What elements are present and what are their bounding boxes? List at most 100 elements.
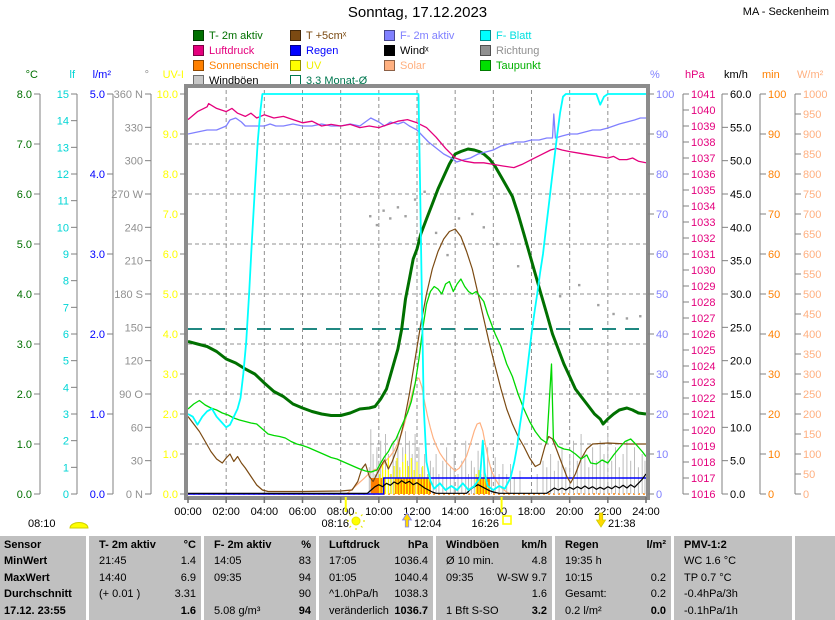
- svg-text:1.0: 1.0: [90, 409, 105, 421]
- table-col-windb-en: Windböen km/h Ø 10 min. 4.8 09:35 W-SW 9.7 1.6…: [436, 536, 552, 620]
- series-richtung: [558, 295, 562, 298]
- svg-text:550: 550: [803, 269, 821, 281]
- series-richtung: [404, 215, 407, 218]
- svg-text:6.0: 6.0: [17, 189, 32, 201]
- legend-item: Taupunkt: [480, 58, 595, 73]
- table-row: 90: [298, 588, 311, 601]
- moonset-time: 21:38: [608, 518, 636, 530]
- svg-text:1030: 1030: [691, 265, 715, 277]
- table-row: WC 1.6 °C: [684, 555, 737, 568]
- svg-text:60: 60: [656, 249, 668, 261]
- series-richtung: [389, 217, 392, 220]
- table-row: Sensor: [4, 539, 42, 551]
- legend-swatch: [193, 45, 204, 56]
- series-richtung: [495, 242, 499, 246]
- svg-text:10:00: 10:00: [365, 506, 393, 518]
- svg-text:00:00: 00:00: [174, 506, 202, 518]
- table-row: Windböen km/h: [446, 539, 547, 551]
- svg-text:40: 40: [656, 329, 668, 341]
- table-col-sensor: Sensor MinWert MaxWert Durchschnitt 17.12. 2…: [0, 536, 86, 620]
- svg-text:0.0: 0.0: [90, 489, 105, 501]
- table-row: (+ 0.01 ) 3.31: [99, 588, 196, 601]
- svg-text:270 W: 270 W: [111, 189, 143, 201]
- moonset-icon: [595, 512, 607, 528]
- svg-text:1037: 1037: [691, 153, 715, 165]
- legend-swatch: [384, 30, 395, 41]
- svg-text:1016: 1016: [691, 489, 715, 501]
- series-richtung: [413, 198, 417, 201]
- svg-text:450: 450: [803, 309, 821, 321]
- svg-text:750: 750: [803, 189, 821, 201]
- svg-text:7.0: 7.0: [17, 139, 32, 151]
- legend-swatch: [290, 60, 301, 71]
- series-taupunkt: [188, 278, 646, 473]
- table-row: 01:05 1040.4: [329, 571, 428, 584]
- svg-text:20.0: 20.0: [730, 356, 751, 368]
- table-row: 14:40 6.9: [99, 571, 196, 584]
- svg-text:7.0: 7.0: [163, 209, 178, 221]
- svg-text:50: 50: [803, 469, 815, 481]
- series-richtung: [516, 265, 520, 268]
- svg-text:45.0: 45.0: [730, 189, 751, 201]
- series-richtung: [375, 223, 379, 227]
- legend-label: Windˣ: [400, 44, 429, 57]
- svg-text:300: 300: [803, 369, 821, 381]
- legend-label: 3.3 Monat-Ø: [306, 74, 368, 87]
- svg-text:30.0: 30.0: [730, 289, 751, 301]
- table-row: F- 2m aktiv%: [214, 539, 311, 551]
- svg-text:6: 6: [63, 329, 69, 341]
- table-row: 17.12. 23:55: [4, 604, 66, 617]
- table-row: T- 2m aktiv °C: [99, 539, 196, 551]
- legend-label: T +5cmˣ: [306, 29, 347, 42]
- table-row: 17:05 1036.4: [329, 555, 428, 568]
- svg-text:70: 70: [656, 209, 668, 221]
- svg-text:9: 9: [63, 249, 69, 261]
- svg-text:210: 210: [125, 256, 143, 268]
- svg-text:50: 50: [768, 289, 780, 301]
- svg-text:10: 10: [656, 449, 668, 461]
- svg-text:20: 20: [656, 409, 668, 421]
- series-richtung: [423, 190, 426, 193]
- svg-text:14:00: 14:00: [441, 506, 469, 518]
- table-row: 0.2 l/m² 0.0: [565, 604, 666, 617]
- svg-text:3: 3: [63, 409, 69, 421]
- legend-label: Taupunkt: [496, 59, 541, 72]
- svg-text:5.0: 5.0: [730, 456, 745, 468]
- table-col-f-2m-aktiv: F- 2m aktiv% 14:05 83 09:35 94 90 5.08 g/m³ 94: [204, 536, 316, 620]
- svg-text:02:00: 02:00: [212, 506, 240, 518]
- legend-item: UV: [290, 58, 384, 73]
- svg-text:km/h: km/h: [724, 69, 748, 81]
- svg-text:1032: 1032: [691, 233, 715, 245]
- legend-swatch: [480, 45, 491, 56]
- svg-text:1031: 1031: [691, 249, 715, 261]
- legend-swatch: [480, 30, 491, 41]
- legend-label: Sonnenschein: [209, 59, 279, 72]
- svg-text:80: 80: [768, 169, 780, 181]
- svg-text:1033: 1033: [691, 217, 715, 229]
- svg-text:8.0: 8.0: [17, 89, 32, 101]
- svg-text:7: 7: [63, 302, 69, 314]
- svg-text:40.0: 40.0: [730, 222, 751, 234]
- table-row: ^1.0hPa/h 1038.3: [329, 588, 428, 601]
- legend-label: Regen: [306, 44, 339, 57]
- svg-text:80: 80: [656, 169, 668, 181]
- table-row: Ø 10 min. 4.8: [446, 555, 547, 568]
- series-richtung: [578, 283, 581, 287]
- axis-lm: l/m² 5.0 4.0 3.0 2.0 1.0 0.0: [90, 69, 114, 501]
- svg-text:100: 100: [768, 89, 786, 101]
- svg-text:850: 850: [803, 149, 821, 161]
- svg-text:25.0: 25.0: [730, 322, 751, 334]
- svg-text:3.0: 3.0: [163, 369, 178, 381]
- table-row: 1.6: [531, 588, 547, 601]
- legend-label: Luftdruck: [209, 44, 255, 57]
- svg-text:950: 950: [803, 109, 821, 121]
- series-richtung: [639, 315, 642, 318]
- legend-item: Richtung: [480, 43, 595, 58]
- svg-text:1034: 1034: [691, 201, 715, 213]
- svg-text:90 O: 90 O: [119, 389, 143, 401]
- svg-text:10: 10: [57, 222, 69, 234]
- svg-text:l/m²: l/m²: [93, 69, 112, 81]
- svg-text:06:00: 06:00: [289, 506, 317, 518]
- table-row: MinWert: [4, 555, 48, 568]
- svg-text:60: 60: [768, 249, 780, 261]
